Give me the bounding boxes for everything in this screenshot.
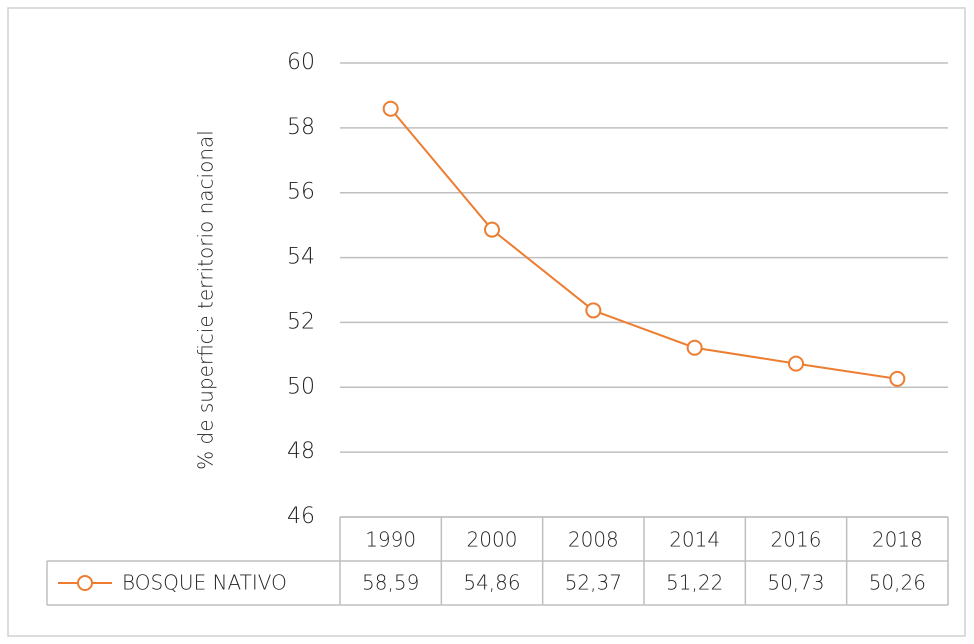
x-tick-label: 2008 bbox=[568, 528, 619, 552]
y-tick-label: 56 bbox=[287, 180, 315, 205]
data-label: 52,37 bbox=[565, 571, 622, 595]
data-label: 51,22 bbox=[666, 571, 723, 595]
y-tick-label: 52 bbox=[287, 309, 315, 334]
legend-marker bbox=[77, 575, 93, 591]
x-tick-label: 2014 bbox=[669, 528, 720, 552]
marker bbox=[585, 302, 602, 319]
y-tick-label: 54 bbox=[287, 245, 315, 270]
legend-label: BOSQUE NATIVO bbox=[122, 571, 287, 595]
x-tick-label: 2000 bbox=[467, 528, 518, 552]
marker bbox=[382, 100, 399, 117]
data-label: 50,73 bbox=[767, 571, 824, 595]
marker bbox=[889, 370, 906, 387]
y-tick-label: 46 bbox=[287, 504, 315, 529]
y-tick-label: 58 bbox=[287, 115, 315, 140]
line bbox=[389, 108, 898, 380]
y-axis-label: % de superficie territorio nacional bbox=[194, 130, 218, 470]
x-tick-label: 2016 bbox=[771, 528, 822, 552]
data-label: 58,59 bbox=[362, 571, 419, 595]
y-tick-label: 48 bbox=[287, 439, 315, 464]
x-tick-label: 2018 bbox=[872, 528, 923, 552]
y-tick-label: 60 bbox=[287, 50, 315, 75]
marker bbox=[686, 339, 703, 356]
data-label: 54,86 bbox=[463, 571, 520, 595]
marker bbox=[788, 355, 804, 372]
y-tick-label: 50 bbox=[287, 374, 315, 399]
data-label: 50,26 bbox=[869, 571, 926, 595]
marker bbox=[484, 221, 500, 238]
x-tick-label: 1990 bbox=[365, 528, 416, 552]
